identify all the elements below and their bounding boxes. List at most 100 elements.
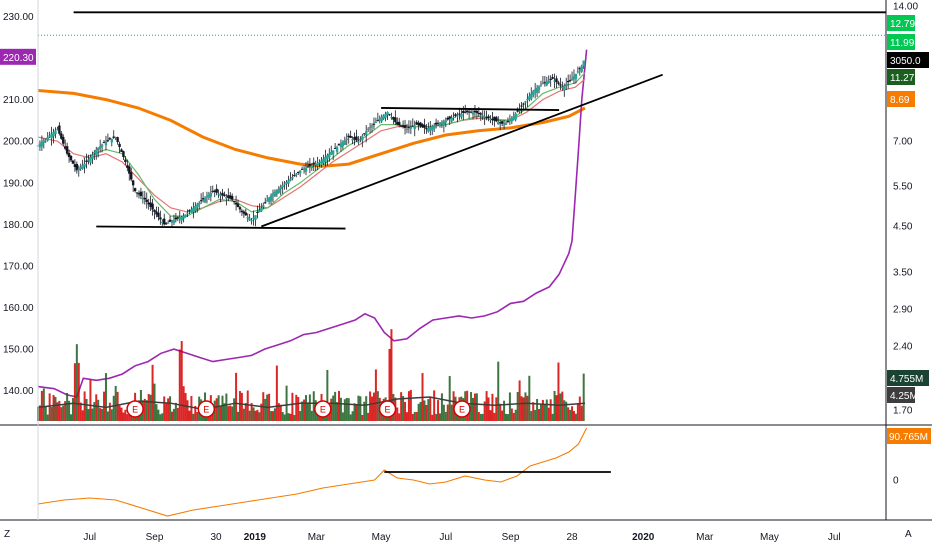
volume-bar: [497, 361, 500, 421]
auto-scale-button[interactable]: A: [905, 529, 912, 540]
candle-body: [471, 112, 475, 115]
price-candle: [104, 135, 108, 151]
volume-bar: [103, 391, 106, 421]
volume-bar: [419, 401, 422, 421]
earnings-marker-circle[interactable]: [126, 400, 144, 418]
price-candle: [432, 123, 436, 133]
price-candle: [166, 220, 170, 224]
candle-body: [250, 220, 253, 222]
volume-bar: [161, 413, 164, 421]
volume-bar: [326, 369, 329, 421]
candle-body: [114, 137, 117, 139]
candle-body: [164, 223, 168, 225]
candle-body: [95, 149, 98, 156]
price-candle: [217, 189, 220, 199]
volume-bar: [409, 389, 412, 421]
candle-body: [130, 172, 133, 180]
volume-bar: [353, 403, 356, 421]
volume-bar: [411, 413, 414, 421]
volume-bar: [219, 406, 222, 421]
candle-body: [102, 141, 106, 143]
earnings-marker-circle[interactable]: [453, 400, 471, 418]
candle-body: [275, 190, 279, 195]
volume-bar: [572, 411, 575, 421]
candle-body: [205, 196, 209, 198]
price-candle: [510, 116, 514, 125]
candle-body: [131, 180, 135, 186]
price-candle: [324, 149, 327, 167]
volume-bar: [287, 413, 290, 421]
price-candle: [308, 157, 312, 174]
candle-body: [60, 133, 63, 139]
candle-body: [349, 135, 352, 138]
price-candle: [417, 120, 420, 131]
volume-bar: [95, 394, 98, 421]
price-candle: [122, 150, 125, 161]
candle-body: [54, 130, 57, 135]
price-candle: [489, 115, 492, 124]
candle-body: [477, 112, 481, 114]
volume-bar: [258, 412, 261, 421]
price-candle: [431, 124, 434, 136]
volume-bar: [271, 411, 274, 421]
candle-body: [298, 170, 302, 174]
candle-body: [454, 114, 457, 117]
candle-body: [242, 211, 246, 214]
right-axis-badge: [887, 15, 915, 31]
earnings-marker[interactable]: E: [126, 400, 144, 418]
volume-bar: [446, 404, 449, 421]
volume-bar: [341, 412, 344, 421]
earnings-marker[interactable]: E: [197, 400, 216, 418]
volume-bar: [374, 369, 377, 421]
earnings-marker-circle[interactable]: [378, 400, 397, 418]
right-axis-badge-text: 4.755M: [890, 374, 923, 385]
price-candle: [44, 138, 47, 144]
volume-bar: [242, 408, 245, 421]
candle-body: [56, 128, 59, 130]
price-candle: [221, 188, 224, 200]
price-candle: [520, 101, 523, 114]
volume-bar: [124, 409, 127, 421]
price-candle: [582, 60, 585, 69]
price-candle: [368, 122, 372, 134]
left-axis-tick: 200.00: [3, 137, 34, 148]
earnings-marker[interactable]: E: [378, 400, 397, 418]
price-candle: [283, 180, 286, 190]
volume-bar: [372, 392, 375, 421]
price-candle: [83, 157, 86, 174]
earnings-marker-circle[interactable]: [314, 400, 332, 418]
volume-bar: [101, 408, 104, 421]
candle-body: [289, 178, 292, 181]
price-candle: [328, 148, 331, 162]
price-candle: [192, 202, 195, 219]
price-candle: [409, 120, 413, 135]
price-candle: [225, 194, 228, 206]
candle-body: [403, 125, 407, 128]
volume-bar: [99, 408, 102, 421]
earnings-marker-circle[interactable]: [197, 400, 216, 418]
candle-body: [254, 215, 257, 220]
x-axis-tick: Sep: [146, 532, 164, 543]
candle-body: [382, 115, 385, 119]
volume-bar: [279, 404, 282, 421]
candle-body: [557, 82, 560, 84]
left-axis-tick: 230.00: [3, 12, 34, 23]
candle-body: [431, 126, 434, 131]
earnings-marker[interactable]: E: [453, 400, 471, 418]
price-candle: [479, 111, 482, 121]
price-candle: [97, 147, 100, 158]
price-candle: [265, 194, 269, 202]
candle-body: [347, 135, 350, 138]
price-candle: [50, 126, 53, 146]
candle-body: [522, 103, 525, 105]
earnings-marker[interactable]: E: [314, 400, 332, 418]
indicator-pane[interactable]: [37, 427, 611, 517]
price-candle: [153, 209, 156, 220]
price-candle: [427, 122, 430, 133]
timezone-button[interactable]: Z: [4, 529, 11, 540]
price-pane[interactable]: [36, 11, 886, 398]
price-candle: [108, 136, 112, 140]
price-candle: [524, 100, 527, 110]
volume-bar: [112, 395, 115, 421]
